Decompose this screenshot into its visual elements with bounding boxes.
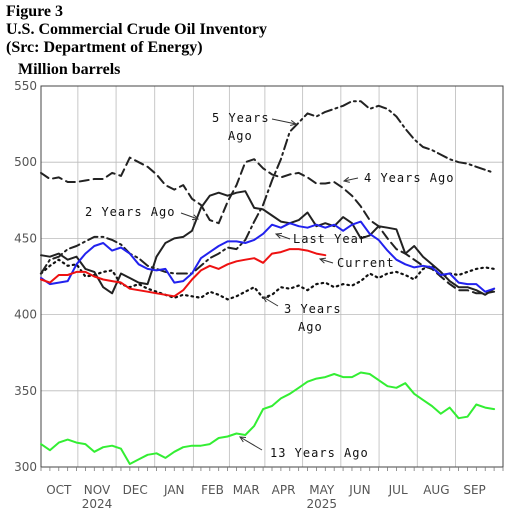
annotation-arrow xyxy=(180,212,199,220)
annotation-arrowhead xyxy=(290,119,298,126)
month-label: APR xyxy=(272,483,296,497)
series-line-current xyxy=(40,248,327,298)
annotation-arrowhead xyxy=(318,257,327,264)
month-label: SEP xyxy=(463,483,485,497)
axes: 300 350 400 450 500 550 OCT NOV DEC JAN FEB MAR APR M… xyxy=(14,79,504,508)
annotation-label: Current xyxy=(337,256,395,270)
y-tick-label: 400 xyxy=(14,308,37,322)
month-label: MAR xyxy=(233,483,260,497)
annotation-arrowhead xyxy=(274,232,283,239)
y-tick-label: 550 xyxy=(14,79,37,93)
annotation-arrow xyxy=(271,118,297,125)
plot-frame xyxy=(40,85,504,468)
annotation-label: Last Year xyxy=(293,232,367,246)
month-label: DEC xyxy=(123,483,148,497)
units-label: Million barrels xyxy=(18,61,121,78)
year-label: 2025 xyxy=(306,497,337,508)
annotation-label: Ago xyxy=(228,129,253,143)
month-label: FEB xyxy=(201,483,224,497)
figure-label: Figure 3 xyxy=(6,3,64,20)
annotation-label: 4 Years Ago xyxy=(364,171,454,185)
month-label: AUG xyxy=(423,483,449,497)
annotation-arrowhead xyxy=(342,176,350,183)
series-line-13-years-ago xyxy=(40,371,496,465)
y-tick-label: 500 xyxy=(14,155,37,169)
series-line-2-years-ago xyxy=(40,190,496,296)
y-tick-label: 300 xyxy=(14,460,37,474)
grid xyxy=(41,85,503,468)
series-line-4-years-ago xyxy=(40,156,496,295)
month-label: MAY xyxy=(309,483,335,497)
annotation-label: 3 Years xyxy=(284,302,342,316)
annotation-label: 2 Years Ago xyxy=(85,205,175,219)
series-line-5-years-ago xyxy=(40,100,496,275)
annotation-arrowhead xyxy=(191,214,200,221)
y-tick-label: 350 xyxy=(14,384,37,398)
chart-source: (Src: Department of Energy) xyxy=(6,39,203,56)
annotation-arrow xyxy=(319,258,334,264)
annotation-arrow xyxy=(275,233,291,240)
series-lines xyxy=(39,100,496,465)
annotations: 5 Years Ago 4 Years Ago 2 Years Ago Last Yea… xyxy=(85,111,454,460)
annotation-arrow xyxy=(262,296,279,307)
month-label: JAN xyxy=(163,483,185,497)
month-label: JUN xyxy=(348,483,370,497)
chart-title: U.S. Commercial Crude Oil Inventory xyxy=(6,21,268,38)
month-label: OCT xyxy=(46,483,72,497)
y-tick-label: 450 xyxy=(14,231,37,245)
annotation-label: 5 Years xyxy=(212,111,270,125)
month-label: JUL xyxy=(388,483,408,497)
annotation-arrow xyxy=(239,436,263,451)
annotation-arrowhead xyxy=(262,296,270,303)
year-label: 2024 xyxy=(82,497,113,508)
annotation-label: 13 Years Ago xyxy=(270,446,369,460)
series-line-3-years-ago xyxy=(39,258,496,301)
month-label: NOV xyxy=(84,483,111,497)
annotation-arrowhead xyxy=(239,436,247,443)
annotation-arrow xyxy=(343,177,359,182)
series-line-last-year xyxy=(40,220,496,293)
annotation-label: Ago xyxy=(298,320,323,334)
